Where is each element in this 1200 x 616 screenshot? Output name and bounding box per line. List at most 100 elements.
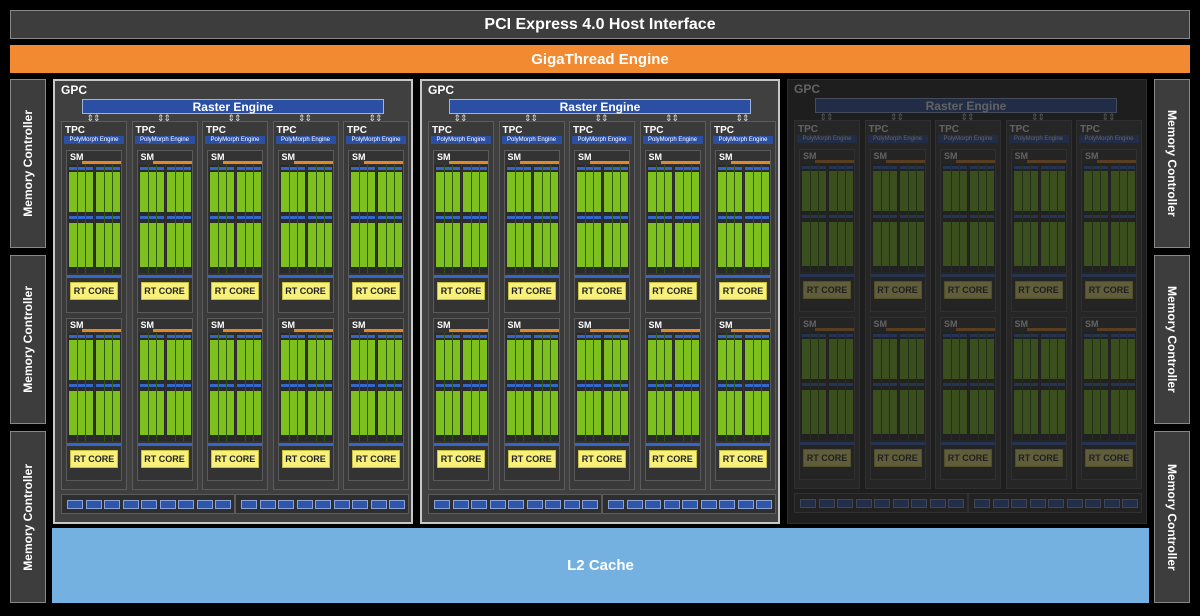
rt-core: RT CORE xyxy=(507,282,556,300)
memory-bus-row xyxy=(61,494,235,514)
tpc-block: ⇕⇕ TPC PolyMorph Engine SM RT CORE SM RT CORE xyxy=(428,114,494,490)
cuda-core-array xyxy=(165,165,192,273)
sm-bus xyxy=(67,443,121,446)
sm-top-bar xyxy=(716,329,770,332)
sm-bus xyxy=(941,274,995,277)
polymorph-engine: PolyMorph Engine xyxy=(938,135,998,143)
rt-core: RT CORE xyxy=(648,450,697,468)
cuda-core-array xyxy=(942,332,968,440)
memory-controller-left-1: Memory Controller xyxy=(10,79,46,248)
polymorph-engine: PolyMorph Engine xyxy=(134,136,195,144)
rt-core: RT CORE xyxy=(352,282,400,300)
polymorph-engine: PolyMorph Engine xyxy=(501,136,562,144)
polymorph-engine: PolyMorph Engine xyxy=(572,136,632,144)
pci-express-host-interface: PCI Express 4.0 Host Interface xyxy=(10,10,1190,39)
cuda-core-array xyxy=(1110,332,1136,440)
cuda-core-array xyxy=(279,333,306,441)
sm-bus xyxy=(434,275,488,278)
sm-block: SM RT CORE xyxy=(136,318,193,481)
l2-cache: L2 Cache xyxy=(52,528,1149,603)
sm-bus xyxy=(575,443,629,446)
sm-top-bar xyxy=(941,160,995,163)
tpc-label: TPC xyxy=(1009,124,1030,135)
sm-top-bar xyxy=(646,161,700,164)
tpc-label: TPC xyxy=(135,125,156,136)
cuda-core-array xyxy=(1110,164,1136,272)
sm-block: SM RT CORE xyxy=(136,150,193,313)
cuda-core-array xyxy=(898,164,925,272)
tpc-block: ⇕⇕ TPC PolyMorph Engine SM RT CORE SM RT CORE xyxy=(864,113,931,489)
cuda-core-array xyxy=(603,333,629,441)
cuda-core-array xyxy=(279,165,306,273)
cuda-core-array xyxy=(646,333,673,441)
cuda-core-array xyxy=(603,165,629,273)
sm-label: SM xyxy=(803,151,817,161)
cuda-core-array xyxy=(236,333,262,441)
tpc-label: TPC xyxy=(432,125,452,136)
cuda-core-array xyxy=(306,165,333,273)
cuda-core-array xyxy=(435,333,461,441)
memory-controller-left-3: Memory Controller xyxy=(10,431,46,603)
arrows-icon: ⇕⇕ xyxy=(227,113,241,123)
cuda-core-array xyxy=(969,332,995,440)
tpc-block: ⇕⇕ TPC PolyMorph Engine SM RT CORE SM RT CORE xyxy=(131,114,198,490)
rt-core: RT CORE xyxy=(1085,449,1133,467)
tpc-block: ⇕⇕ TPC PolyMorph Engine SM RT CORE SM RT CORE xyxy=(569,114,635,490)
sm-bus xyxy=(1011,442,1066,445)
sm-label: SM xyxy=(944,151,958,161)
arrows-icon: ⇕⇕ xyxy=(664,113,679,123)
sm-bus xyxy=(504,443,559,446)
cuda-core-array xyxy=(462,165,488,273)
sm-bus xyxy=(349,443,403,446)
sm-top-bar xyxy=(871,160,925,163)
cuda-core-array xyxy=(898,332,925,440)
cuda-core-array xyxy=(68,333,94,441)
sm-block: SM RT CORE xyxy=(1081,149,1137,312)
arrows-icon: ⇕⇕ xyxy=(960,112,974,122)
cuda-core-array xyxy=(95,333,121,441)
tpc-block: ⇕⇕ TPC PolyMorph Engine SM RT CORE SM RT CORE xyxy=(343,114,409,490)
sm-block: SM RT CORE xyxy=(277,150,334,313)
tpc-label: TPC xyxy=(643,125,664,136)
cuda-core-array xyxy=(165,333,192,441)
cuda-core-array xyxy=(1039,332,1066,440)
sm-label: SM xyxy=(719,320,733,330)
sm-top-bar xyxy=(1082,160,1136,163)
sm-block: SM RT CORE xyxy=(1081,317,1137,480)
cuda-core-array xyxy=(377,165,403,273)
sm-block: SM RT CORE xyxy=(348,318,404,481)
sm-block: SM RT CORE xyxy=(503,318,560,481)
cuda-core-array xyxy=(435,165,461,273)
sm-bus xyxy=(800,274,854,277)
sm-bus xyxy=(645,443,700,446)
sm-label: SM xyxy=(944,319,958,329)
sm-top-bar xyxy=(800,160,854,163)
rt-core: RT CORE xyxy=(944,281,992,299)
sm-bus xyxy=(716,443,770,446)
sm-block: SM RT CORE xyxy=(207,150,263,313)
sm-bus xyxy=(1082,442,1136,445)
rt-core: RT CORE xyxy=(352,450,400,468)
sm-block: SM RT CORE xyxy=(799,149,855,312)
gpc-2: GPC Raster Engine ⇕⇕ TPC PolyMorph Engine SM R… xyxy=(420,79,780,524)
tpc-label: TPC xyxy=(276,125,297,136)
cuda-core-array xyxy=(717,333,743,441)
sm-top-bar xyxy=(349,329,403,332)
sm-label: SM xyxy=(437,320,451,330)
sm-bus xyxy=(208,275,262,278)
sm-block: SM RT CORE xyxy=(433,150,489,313)
sm-block: SM RT CORE xyxy=(715,150,771,313)
polymorph-engine: PolyMorph Engine xyxy=(1079,135,1139,143)
sm-bus xyxy=(1082,274,1136,277)
sm-label: SM xyxy=(648,320,663,330)
gpc-3: GPC Raster Engine ⇕⇕ TPC PolyMorph Engine SM R… xyxy=(787,79,1147,524)
sm-block: SM RT CORE xyxy=(348,150,404,313)
cuda-core-array xyxy=(138,165,165,273)
gpc-label: GPC xyxy=(61,83,88,97)
sm-bus xyxy=(716,275,770,278)
rt-core: RT CORE xyxy=(70,450,118,468)
sm-top-bar xyxy=(871,328,925,331)
sm-label: SM xyxy=(352,152,366,162)
sm-block: SM RT CORE xyxy=(869,317,926,480)
rt-core: RT CORE xyxy=(281,282,330,300)
